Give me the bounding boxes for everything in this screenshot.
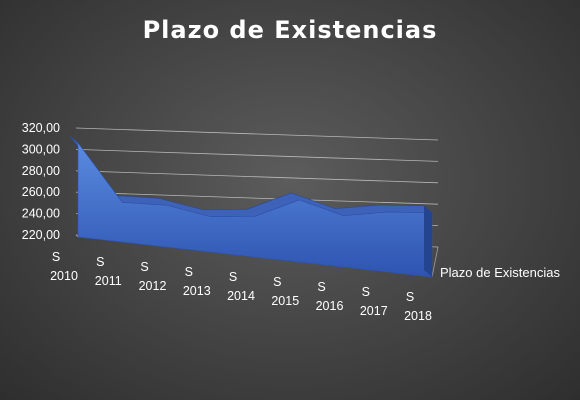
gridline [75, 149, 439, 162]
x-tick-label: 2016 [316, 299, 344, 313]
x-tick-label: 2012 [139, 279, 167, 293]
y-tick-label: 260,00 [22, 185, 60, 199]
x-tick-label: S [140, 260, 148, 274]
x-tick-label: S [96, 255, 104, 269]
x-tick-label: 2018 [404, 309, 432, 323]
x-tick-label: 2017 [360, 304, 388, 318]
gridline [75, 170, 439, 184]
y-tick-label: 280,00 [22, 164, 60, 178]
area-series-end-face [424, 205, 432, 277]
gridline [75, 127, 439, 141]
gridline [75, 191, 439, 205]
chart-title: Plazo de Existencias [142, 16, 438, 44]
x-tick-label: S [406, 290, 414, 304]
x-tick-label: 2011 [95, 274, 122, 288]
x-tick-label: 2014 [227, 289, 255, 303]
x-tick-label: 2013 [183, 284, 211, 298]
x-tick-label: S [229, 270, 237, 284]
x-tick-label: S [273, 275, 281, 289]
x-tick-label: S [362, 285, 370, 299]
x-tick-label: S [317, 280, 325, 294]
x-tick-label: S [185, 265, 193, 279]
y-tick-label: 320,00 [22, 121, 60, 135]
series-label: Plazo de Existencias [440, 265, 560, 280]
y-tick-label: 240,00 [22, 207, 60, 221]
y-tick-label: 300,00 [22, 142, 60, 156]
x-tick-label: 2015 [271, 294, 299, 308]
axis-depth-line [75, 234, 79, 238]
axis-depth-line [431, 246, 439, 278]
y-tick-label: 220,00 [22, 228, 60, 242]
x-tick-label: S [52, 250, 60, 264]
x-tick-label: 2010 [50, 269, 78, 283]
